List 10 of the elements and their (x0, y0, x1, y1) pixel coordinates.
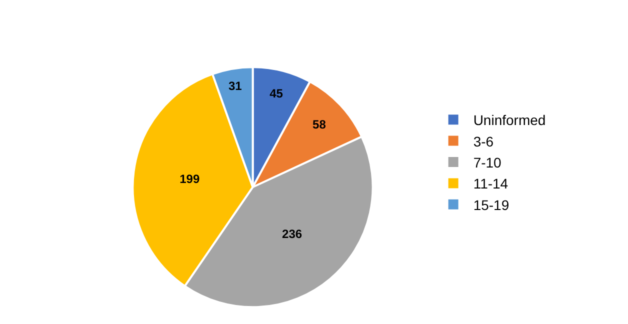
legend-label: 15-19 (473, 196, 510, 213)
legend-label: Uninformed (473, 112, 546, 128)
data-label: 58 (312, 118, 326, 132)
data-label: 45 (270, 86, 284, 101)
legend-label: 7-10 (473, 154, 502, 170)
data-label: 236 (282, 226, 302, 241)
data-label: 31 (228, 79, 242, 94)
legend-label: 11-14 (473, 176, 508, 192)
data-label: 199 (180, 172, 200, 186)
legend-label: 3-6 (473, 133, 494, 150)
